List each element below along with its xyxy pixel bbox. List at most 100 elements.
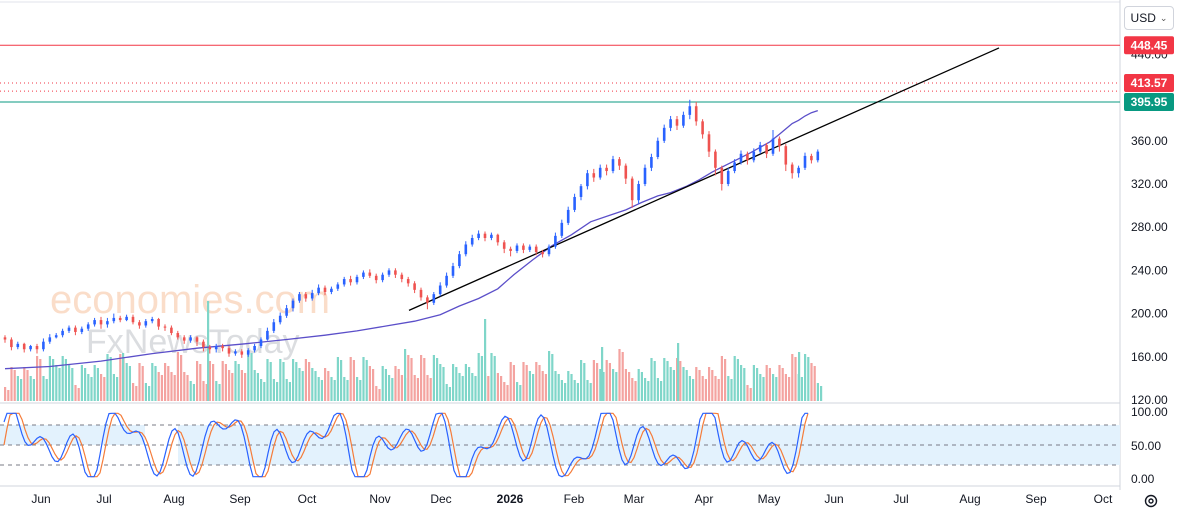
- volume-bar: [605, 360, 608, 401]
- volume-bar: [212, 364, 215, 401]
- candle: [74, 325, 77, 336]
- volume-bar: [186, 375, 189, 401]
- level-tag: [1124, 92, 1174, 111]
- volume-bar: [736, 359, 739, 401]
- volume-bar: [260, 379, 263, 401]
- candle: [426, 295, 429, 310]
- candle: [413, 281, 416, 294]
- candle: [694, 101, 698, 126]
- candle: [714, 149, 717, 176]
- volume-bar: [784, 374, 787, 401]
- candle-body: [61, 330, 64, 336]
- time-tick-label: Jul: [893, 492, 908, 506]
- level-tag-label: 448.45: [1131, 38, 1168, 52]
- volume-bar: [468, 367, 471, 401]
- candle: [656, 137, 660, 160]
- volume-bar: [778, 365, 781, 401]
- candle-body: [797, 167, 800, 174]
- volume-bar: [356, 377, 359, 401]
- volume-bar: [349, 357, 352, 401]
- candle-body: [752, 151, 756, 161]
- candle-body: [720, 167, 724, 184]
- volume-bar: [343, 377, 346, 401]
- volume-bar: [32, 379, 35, 401]
- candle: [726, 167, 730, 187]
- volume-bar: [20, 379, 23, 401]
- volume-bar: [516, 382, 519, 401]
- price-axis: 120.00 160.00 200.00 240.00 280.00 320.00 360.…: [1131, 47, 1168, 486]
- candle: [112, 313, 116, 324]
- candle: [221, 343, 224, 352]
- candle-body: [656, 140, 660, 157]
- candle: [150, 316, 154, 324]
- volume-bar: [519, 385, 522, 401]
- candle: [605, 164, 608, 176]
- time-tick-label: Sep: [229, 492, 251, 506]
- candle: [554, 232, 557, 249]
- candle: [355, 274, 359, 285]
- volume-bar: [669, 367, 672, 401]
- volume-bar: [23, 367, 26, 401]
- candle-body: [317, 287, 320, 294]
- candle-body: [400, 274, 404, 280]
- volume-bar: [701, 376, 704, 401]
- candle: [630, 176, 634, 208]
- candle-body: [99, 320, 103, 325]
- candle-body: [515, 245, 519, 251]
- volume-bar: [39, 359, 42, 401]
- volume-bar: [196, 361, 199, 401]
- volume-bar: [663, 358, 666, 401]
- candle: [67, 325, 71, 334]
- volume-bar: [804, 354, 807, 401]
- volume-bar: [800, 377, 803, 401]
- volume-bar: [512, 365, 515, 401]
- volume-bar: [432, 355, 435, 401]
- candle-body: [86, 324, 90, 329]
- candle-body: [554, 235, 557, 247]
- volume-spike: [207, 301, 210, 401]
- candle: [362, 270, 365, 280]
- volume-bar: [560, 380, 563, 401]
- volume-bar: [336, 357, 339, 401]
- volume-bar: [170, 372, 173, 401]
- candle: [182, 335, 186, 344]
- candle-body: [438, 285, 442, 295]
- volume-bar: [756, 368, 759, 401]
- candle-body: [509, 248, 512, 251]
- candle: [317, 284, 320, 296]
- candle: [106, 317, 109, 328]
- volume-bar: [154, 366, 157, 401]
- volume-bar: [628, 372, 631, 401]
- volume-bar: [247, 350, 250, 401]
- candle: [253, 343, 256, 353]
- candle: [541, 249, 544, 258]
- candle: [336, 282, 340, 291]
- candle: [131, 314, 135, 325]
- candle-body: [522, 245, 525, 250]
- stoch-k-line: [3, 412, 808, 478]
- candle: [688, 99, 692, 120]
- volume-bar: [688, 376, 691, 401]
- gear-icon[interactable]: [1141, 491, 1161, 511]
- candle: [381, 272, 384, 283]
- volume-bar: [679, 361, 682, 401]
- candle: [534, 244, 538, 256]
- candle-body: [67, 327, 71, 331]
- volume-bar: [90, 377, 93, 401]
- level-tag: [1124, 73, 1174, 92]
- candle: [637, 180, 640, 204]
- candle: [707, 131, 711, 157]
- volume-bar: [416, 378, 419, 401]
- candle-body: [560, 222, 564, 236]
- volume-bar: [506, 385, 509, 401]
- volume-bar: [794, 357, 797, 401]
- currency-selector[interactable]: USD ⌄: [1124, 6, 1174, 30]
- candle-body: [406, 279, 410, 284]
- candle: [246, 348, 250, 357]
- candle: [547, 244, 551, 257]
- volume-bar: [660, 381, 663, 401]
- time-tick-label: Jun: [824, 492, 843, 506]
- volume-bar: [314, 371, 317, 401]
- candle-body: [726, 171, 730, 184]
